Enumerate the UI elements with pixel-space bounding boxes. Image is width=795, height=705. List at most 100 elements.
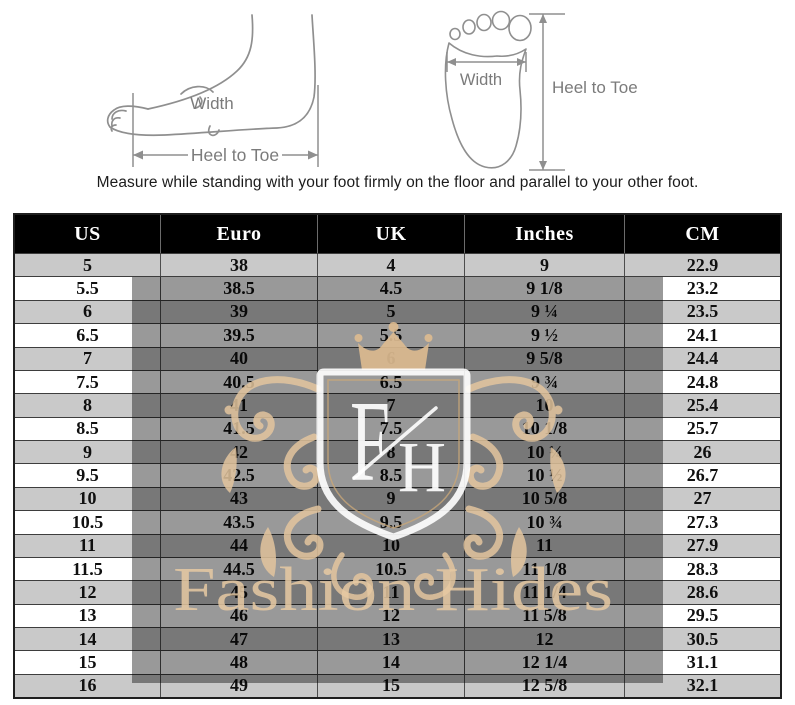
table-cell: 11 (465, 534, 625, 557)
size-table-body: 5 38 4 9 22.9 5.5 38.5 4.5 9 1/8 23.2 6 39 5 9 ¼ 23.5 6… (15, 253, 780, 698)
table-cell: 11 (15, 534, 161, 557)
foot-sole-view-diagram: Width Heel to Toe (444, 10, 638, 171)
size-chart-table: US Euro UK Inches CM 5 38 4 9 22.9 5.5 38.5 4.5… (13, 213, 782, 699)
table-cell: 27 (693, 488, 712, 509)
table-cell: 12 (15, 581, 161, 604)
table-cell: 41 (161, 394, 318, 417)
table-cell: 9 (15, 441, 161, 464)
table-row: 13 46 12 11 5/8 29.5 (15, 603, 780, 627)
table-cell: 46 (161, 604, 318, 627)
table-cell: 10 1/8 (465, 417, 625, 440)
table-cell: 49 (161, 674, 318, 698)
table-cell: 10.5 (318, 557, 465, 581)
column-header-uk: UK (318, 215, 465, 253)
sole-heel-to-toe-label: Heel to Toe (552, 78, 638, 97)
table-cell: 9 5/8 (465, 347, 625, 370)
table-cell: 45 (161, 581, 318, 604)
table-cell: 10 5/8 (465, 487, 625, 511)
table-cell: 38.5 (161, 277, 318, 300)
table-row: 15 48 14 12 1/4 31.1 (15, 650, 780, 674)
table-cell: 48 (161, 651, 318, 674)
table-cell: 28.3 (686, 558, 719, 579)
table-cell: 10 ¼ (465, 441, 625, 464)
table-cell: 23.2 (686, 278, 719, 299)
table-cell: 5.5 (318, 324, 465, 347)
table-cell: 11 (318, 581, 465, 604)
table-cell: 10 (15, 487, 161, 511)
table-cell: 8.5 (318, 464, 465, 487)
table-row: 6 39 5 9 ¼ 23.5 (15, 299, 780, 324)
table-cell: 6 (15, 300, 161, 324)
table-cell: 4 (318, 254, 465, 277)
table-header-row: US Euro UK Inches CM (15, 215, 780, 253)
table-cell: 9.5 (15, 464, 161, 487)
table-row: 8.5 41.5 7.5 10 1/8 25.7 (15, 416, 780, 440)
table-cell: 6 (318, 347, 465, 370)
table-cell: 7.5 (318, 417, 465, 440)
table-row: 12 45 11 11 1/4 28.6 (15, 580, 780, 604)
table-cell: 9 ¼ (465, 300, 625, 324)
table-cell: 47 (161, 628, 318, 651)
table-cell: 12 (318, 604, 465, 627)
table-cell: 10 ¾ (465, 511, 625, 534)
table-row: 9.5 42.5 8.5 10 ½ 26.7 (15, 463, 780, 487)
column-header-us: US (15, 215, 161, 253)
measurement-instructions: Measure while standing with your foot fi… (96, 174, 699, 191)
table-cell: 38 (161, 254, 318, 277)
table-cell: 31.1 (686, 652, 719, 673)
table-cell: 9 1/8 (465, 277, 625, 300)
table-cell: 7 (318, 394, 465, 417)
table-cell: 14 (15, 628, 161, 651)
table-cell: 24.4 (686, 348, 719, 369)
table-cell: 5 (15, 254, 161, 277)
table-cell: 8.5 (15, 417, 161, 440)
table-cell: 11 5/8 (465, 604, 625, 627)
table-row: 14 47 13 12 30.5 (15, 627, 780, 651)
table-cell: 10 (318, 534, 465, 557)
table-cell: 4.5 (318, 277, 465, 300)
table-cell: 8 (15, 394, 161, 417)
table-row: 6.5 39.5 5.5 9 ½ 24.1 (15, 323, 780, 347)
table-cell: 43.5 (161, 511, 318, 534)
table-cell: 12 (465, 628, 625, 651)
table-row: 7 40 6 9 5/8 24.4 (15, 346, 780, 370)
table-cell: 32.1 (686, 675, 719, 696)
table-cell: 22.9 (686, 254, 719, 275)
table-row: 5 38 4 9 22.9 (15, 253, 780, 277)
table-row: 7.5 40.5 6.5 9 ¾ 24.8 (15, 369, 780, 394)
foot-side-outline (106, 14, 316, 137)
table-cell: 23.5 (686, 301, 719, 322)
sole-width-label: Width (460, 71, 502, 89)
table-cell: 5.5 (15, 277, 161, 300)
table-cell: 42.5 (161, 464, 318, 487)
table-cell: 6.5 (15, 324, 161, 347)
table-cell: 15 (15, 651, 161, 674)
table-cell: 10 (465, 394, 625, 417)
side-width-label: Width (190, 94, 233, 113)
table-row: 10 43 9 10 5/8 27 (15, 486, 780, 511)
table-cell: 40 (161, 347, 318, 370)
foot-sole-outline (444, 10, 532, 169)
column-header-inches: Inches (465, 215, 625, 253)
table-cell: 14 (318, 651, 465, 674)
table-row: 10.5 43.5 9.5 10 ¾ 27.3 (15, 510, 780, 534)
table-cell: 10.5 (15, 511, 161, 534)
table-cell: 42 (161, 441, 318, 464)
table-cell: 27.3 (686, 511, 719, 532)
arrowheads (133, 150, 318, 160)
table-cell: 25.7 (686, 418, 719, 439)
table-cell: 5 (318, 300, 465, 324)
table-cell: 39 (161, 300, 318, 324)
table-cell: 12 5/8 (465, 674, 625, 698)
table-cell: 10 ½ (465, 464, 625, 487)
table-row: 16 49 15 12 5/8 32.1 (15, 673, 780, 698)
table-cell: 9 (465, 254, 625, 277)
table-cell: 25.4 (686, 394, 719, 415)
table-cell: 7.5 (15, 370, 161, 394)
sole-measure-lines (446, 13, 565, 171)
table-cell: 13 (318, 628, 465, 651)
table-cell: 9 ½ (465, 324, 625, 347)
table-cell: 11 1/8 (465, 557, 625, 581)
table-row: 8 41 7 10 25.4 (15, 393, 780, 417)
column-header-euro: Euro (161, 215, 318, 253)
